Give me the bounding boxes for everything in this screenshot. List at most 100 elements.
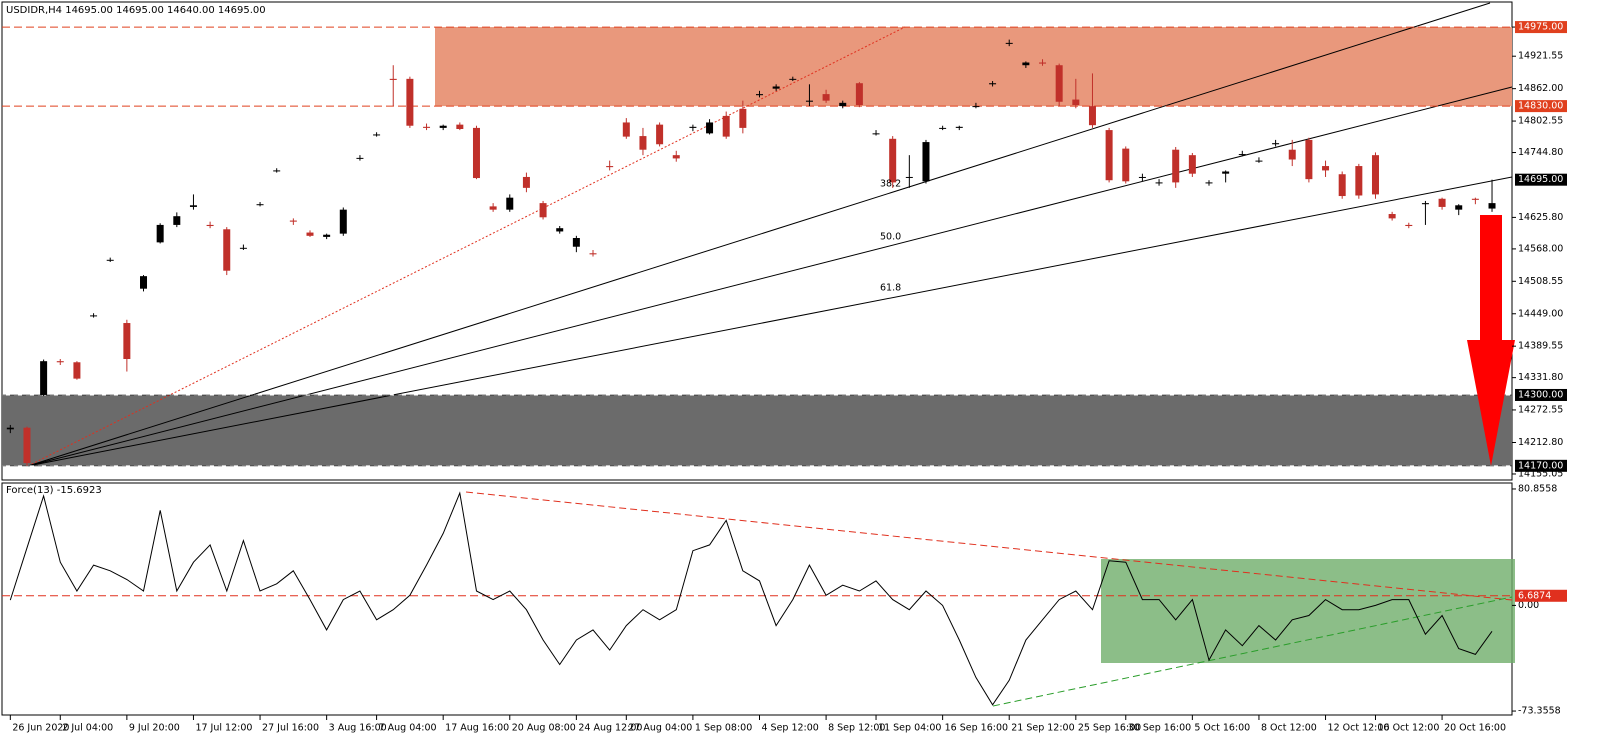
candle-body	[972, 106, 980, 108]
candle-body	[356, 157, 364, 159]
y-tick-label: 14272.55	[1518, 404, 1563, 415]
y-tick-label: 14212.80	[1518, 437, 1563, 448]
candle-body	[506, 197, 514, 210]
candle-body	[1155, 182, 1163, 184]
candle-body	[606, 166, 614, 168]
candle-body	[439, 125, 447, 128]
candle-body	[839, 102, 847, 107]
candle-body	[456, 124, 464, 129]
candle-body	[989, 83, 997, 85]
candle-body	[1088, 106, 1096, 126]
level-label: 14300.00	[1518, 389, 1563, 400]
candle-body	[1338, 174, 1346, 197]
candle-body	[1022, 62, 1030, 66]
x-tick-label: 25 Sep 16:00	[1078, 723, 1141, 734]
y-tick-label: 14155.05	[1518, 468, 1563, 479]
force-line	[9, 491, 1493, 706]
candle-body	[739, 108, 747, 128]
x-tick-label: 11 Sep 04:00	[878, 723, 941, 734]
zone	[2, 394, 1512, 466]
candle-body	[905, 176, 913, 178]
candle-body	[1122, 148, 1130, 182]
candle-body	[1222, 171, 1230, 174]
candle-body	[706, 122, 714, 134]
candle-body	[1272, 143, 1280, 145]
candle-body	[1105, 130, 1113, 181]
y-tick-label: 14625.80	[1518, 212, 1563, 223]
x-tick-label: 17 Jul 12:00	[195, 723, 252, 734]
candle-body	[1255, 160, 1263, 162]
candle-body	[1438, 198, 1446, 207]
candle-body	[872, 133, 880, 135]
y-tick-label: 14449.00	[1518, 308, 1563, 319]
fan-line	[27, 86, 1513, 467]
level-box	[1515, 589, 1567, 602]
candle-body	[1488, 203, 1496, 209]
y-tick-label: 14862.00	[1518, 83, 1563, 94]
level-label: 14695.00	[1518, 174, 1563, 185]
chart-title: USDIDR,H4 14695.00 14695.00 14640.00 146…	[6, 5, 266, 16]
candle-body	[822, 94, 830, 101]
candle-body	[123, 323, 131, 360]
zone	[435, 27, 1512, 107]
candle-body	[206, 224, 214, 227]
candle-body	[1138, 176, 1146, 178]
marks	[2, 26, 1512, 706]
candle-body	[40, 361, 48, 395]
candle-body	[1205, 182, 1213, 184]
level-box	[1515, 100, 1567, 113]
x-tick-label: 3 Aug 16:00	[329, 723, 387, 734]
candle-body	[489, 206, 497, 210]
arrow	[1467, 215, 1515, 466]
fib-label: 38.2	[880, 179, 901, 190]
candle-body	[1305, 139, 1313, 180]
candle-body	[189, 205, 197, 207]
x-tick-label: 12 Oct 12:00	[1328, 723, 1390, 734]
x-tick-label: 7 Aug 04:00	[379, 723, 437, 734]
candle-body	[406, 78, 414, 126]
candle-body	[1421, 203, 1429, 205]
candle-body	[855, 83, 863, 106]
candle-body	[239, 247, 247, 249]
level-label: 6.6874	[1518, 590, 1551, 601]
y-tick-label: 14744.80	[1518, 147, 1563, 158]
x-tick-label: 20 Oct 16:00	[1444, 723, 1506, 734]
fib-label: 61.8	[880, 283, 901, 294]
x-tick-label: 5 Oct 16:00	[1194, 723, 1250, 734]
level-box	[1515, 459, 1567, 472]
candle-body	[755, 94, 763, 96]
y-tick-label: 14389.55	[1518, 341, 1563, 352]
candle-body	[955, 126, 963, 128]
candle-body	[1072, 99, 1080, 106]
candle-body	[140, 276, 148, 289]
y-tick-label: 14568.00	[1518, 243, 1563, 254]
candle-body	[805, 100, 813, 102]
fan-lines	[27, 2, 1513, 467]
candle-body	[1288, 149, 1296, 160]
y-tick-label: -73.3558	[1518, 706, 1561, 717]
indicator-title: Force(13) -15.6923	[6, 485, 102, 496]
candle-body	[1172, 149, 1180, 183]
candle-body	[939, 127, 947, 129]
y-tick-label: 14508.55	[1518, 276, 1563, 287]
candle-body	[722, 115, 730, 137]
x-tick-label: 26 Jun 2020	[12, 723, 69, 734]
candle-body	[672, 155, 680, 159]
x-tick-label: 20 Aug 08:00	[512, 723, 576, 734]
candle-body	[922, 142, 930, 182]
candle-body	[339, 209, 347, 234]
candle-body	[389, 78, 397, 80]
candle-body	[539, 203, 547, 218]
y-tick-label: 80.8558	[1518, 483, 1557, 494]
candle-body	[1322, 166, 1330, 171]
x-tick-label: 4 Sep 12:00	[761, 723, 818, 734]
x-tick-label: 27 Aug 04:00	[628, 723, 692, 734]
fan-line	[27, 26, 906, 467]
candle-body	[1039, 62, 1047, 64]
green-box	[1101, 559, 1515, 663]
candle-body	[90, 315, 98, 317]
candle-body	[622, 122, 630, 137]
candle-body	[1455, 205, 1463, 210]
candle-body	[789, 78, 797, 80]
